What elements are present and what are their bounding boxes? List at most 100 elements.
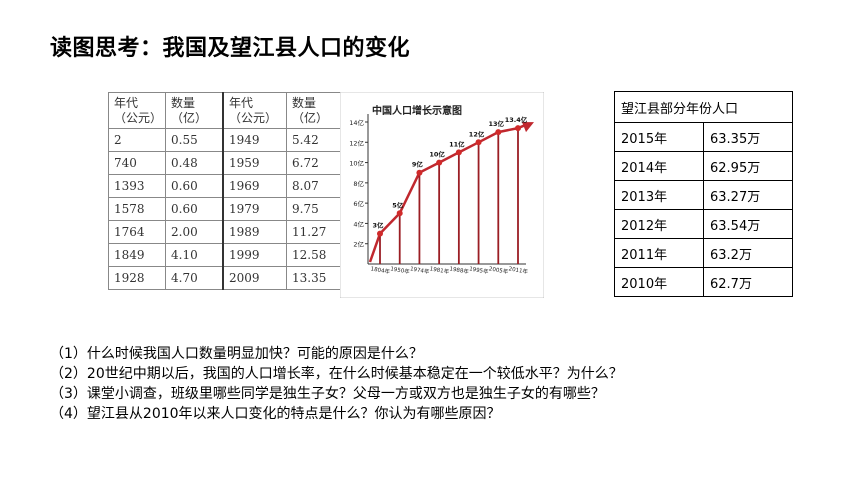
data-label: 11亿	[449, 139, 465, 148]
table-cell: 0.60	[165, 174, 224, 198]
year-cell: 2011年	[614, 238, 704, 268]
data-point	[515, 125, 521, 132]
table-cell: 1578	[108, 197, 166, 221]
y-tick-label: 4亿	[353, 219, 364, 228]
data-label: 3亿	[372, 221, 384, 230]
china-population-chart: 中国人口增长示意图 2亿 4亿 6亿 8亿 10亿 12亿 14亿 3亿 1804年 5亿 1950…	[339, 91, 545, 299]
data-point	[416, 169, 423, 176]
year-cell: 2013年	[614, 180, 704, 210]
x-tick-label: 1981年	[429, 264, 450, 275]
table-row: 1578 0.60 1979 9.75	[108, 197, 344, 221]
table-row: 2011年 63.2万	[614, 238, 793, 268]
data-point	[475, 139, 482, 146]
table-row: 2013年 63.27万	[614, 180, 793, 210]
year-cell: 2010年	[614, 267, 704, 297]
header-count-1: 数量 （亿）	[165, 92, 224, 129]
data-point	[377, 230, 383, 237]
national-population-table: 年代 （公元） 数量 （亿） 年代 （公元） 数量 （亿） 2 0.55 1949 5…	[108, 92, 344, 290]
x-tick-label: 2005年	[488, 264, 509, 275]
population-cell: 62.7万	[703, 267, 793, 297]
table-cell: 0.60	[165, 197, 224, 221]
table-cell: 1849	[108, 243, 166, 267]
table-cell: 740	[108, 151, 166, 175]
table-row: 740 0.48 1959 6.72	[108, 151, 344, 175]
question-2: （2）20世纪中期以后，我国的人口增长率，在什么时候基本稳定在一个较低水平？为什…	[50, 366, 623, 382]
population-cell: 63.2万	[703, 238, 793, 268]
table-row: 1393 0.60 1969 8.07	[108, 174, 344, 198]
table-cell: 1999	[222, 243, 287, 267]
x-tick-label: 1988年	[449, 264, 470, 275]
question-3: （3）课堂小调查，班级里哪些同学是独生子女？父母一方或双方也是独生子女的有哪些？	[50, 386, 605, 402]
table-cell: 5.42	[286, 128, 344, 152]
table-cell: 1959	[222, 151, 287, 175]
y-tick-label: 14亿	[349, 118, 364, 127]
data-label: 13.4亿	[505, 115, 528, 124]
y-tick-label: 10亿	[349, 159, 364, 168]
table-cell: 8.07	[286, 174, 344, 198]
question-4: （4）望江县从2010年以来人口变化的特点是什么？你认为有哪些原因？	[50, 406, 501, 422]
chart-svg: 中国人口增长示意图 2亿 4亿 6亿 8亿 10亿 12亿 14亿 3亿 1804年 5亿 1950…	[339, 91, 545, 299]
data-label: 13亿	[489, 119, 505, 128]
table-cell: 11.27	[286, 220, 344, 244]
table-cell: 1764	[108, 220, 166, 244]
header-year-2: 年代 （公元）	[222, 92, 287, 129]
x-tick-label: 2011年	[508, 264, 529, 275]
y-tick-label: 2亿	[353, 240, 364, 249]
population-cell: 63.27万	[703, 180, 793, 210]
population-cell: 62.95万	[703, 151, 793, 181]
x-tick-label: 1950年	[390, 264, 411, 275]
table-cell: 4.10	[165, 243, 224, 267]
table-cell: 0.48	[165, 151, 224, 175]
y-tick-label: 6亿	[353, 199, 364, 208]
data-label: 12亿	[469, 129, 485, 138]
question-1: （1）什么时候我国人口数量明显加快？可能的原因是什么？	[50, 346, 423, 362]
table-cell: 2	[108, 128, 166, 152]
data-point	[495, 129, 502, 136]
table-row: 2014年 62.95万	[614, 151, 793, 181]
header-year-1: 年代 （公元）	[108, 92, 166, 129]
wangjiang-title-row: 望江县部分年份人口	[614, 91, 793, 123]
data-label: 10亿	[429, 150, 445, 159]
y-tick-label: 8亿	[353, 179, 364, 188]
table-row: 1928 4.70 2009 13.35	[108, 266, 344, 290]
wangjiang-table-title: 望江县部分年份人口	[614, 91, 793, 123]
table-row: 2015年 63.35万	[614, 122, 793, 152]
table-cell: 1949	[222, 128, 287, 152]
table-cell: 12.58	[286, 243, 344, 267]
table-cell: 1928	[108, 266, 166, 290]
questions-list: （1）什么时候我国人口数量明显加快？可能的原因是什么？ （2）20世纪中期以后，…	[50, 344, 623, 424]
table-cell: 13.35	[286, 266, 344, 290]
table-cell: 1393	[108, 174, 166, 198]
y-tick-label: 12亿	[349, 138, 364, 147]
table-row: 2012年 63.54万	[614, 209, 793, 239]
table-header-row: 年代 （公元） 数量 （亿） 年代 （公元） 数量 （亿）	[108, 92, 344, 129]
population-cell: 63.54万	[703, 209, 793, 239]
page-title: 读图思考：我国及望江县人口的变化	[50, 36, 411, 61]
table-cell: 2.00	[165, 220, 224, 244]
x-tick-label: 1974年	[409, 264, 430, 275]
table-cell: 2009	[222, 266, 287, 290]
data-label: 5亿	[392, 200, 404, 209]
table-row: 2 0.55 1949 5.42	[108, 128, 344, 152]
table-cell: 1989	[222, 220, 287, 244]
data-point	[396, 210, 403, 217]
table-cell: 1969	[222, 174, 287, 198]
table-cell: 9.75	[286, 197, 344, 221]
data-point	[455, 149, 462, 156]
data-point	[436, 159, 443, 166]
table-row: 1849 4.10 1999 12.58	[108, 243, 344, 267]
year-cell: 2015年	[614, 122, 704, 152]
x-tick-label: 1804年	[370, 264, 391, 275]
table-cell: 1979	[222, 197, 287, 221]
table-cell: 0.55	[165, 128, 224, 152]
table-cell: 6.72	[286, 151, 344, 175]
year-cell: 2012年	[614, 209, 704, 239]
header-count-2: 数量 （亿）	[286, 92, 344, 129]
year-cell: 2014年	[614, 151, 704, 181]
chart-title: 中国人口增长示意图	[372, 104, 462, 117]
wangjiang-population-table: 望江县部分年份人口 2015年 63.35万 2014年 62.95万 2013年 63.…	[614, 91, 793, 297]
table-row: 2010年 62.7万	[614, 267, 793, 297]
data-label: 9亿	[412, 160, 424, 169]
table-cell: 4.70	[165, 266, 224, 290]
table-row: 1764 2.00 1989 11.27	[108, 220, 344, 244]
